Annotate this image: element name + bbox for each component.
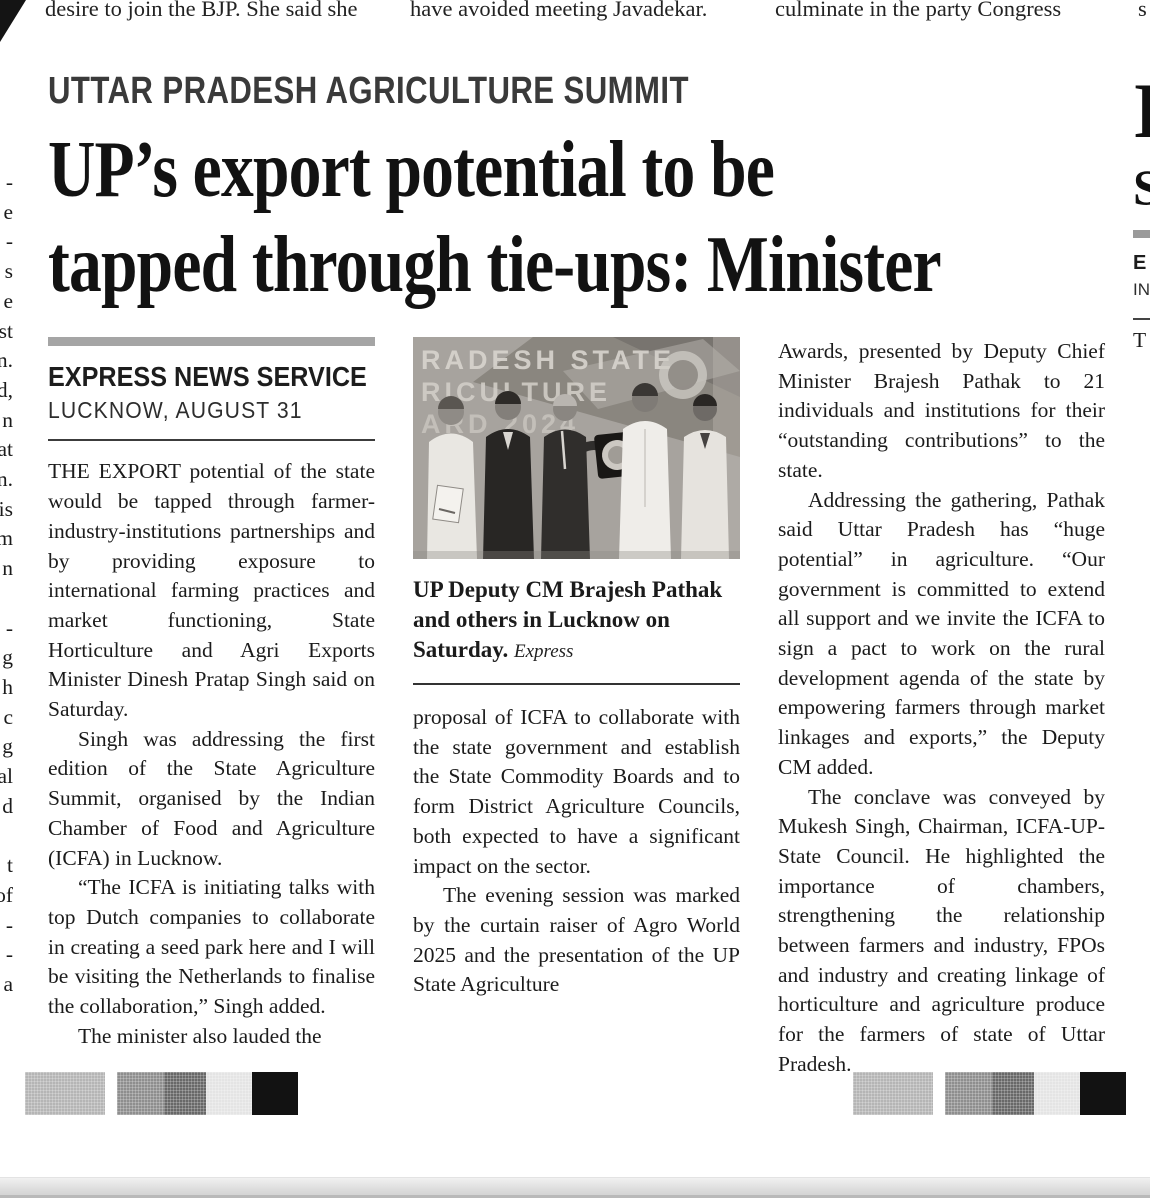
calibration-patch xyxy=(25,1072,105,1115)
adjacent-byline-bar xyxy=(1133,230,1150,238)
article-photo: RADESH STATE RICULTURE ARD 2024 xyxy=(413,337,740,559)
byline-rule xyxy=(48,439,375,442)
backdrop-logo-inner xyxy=(668,360,698,390)
body-paragraph: The minister also lauded the xyxy=(78,1023,322,1048)
body-paragraph: The evening session was marked by the cu… xyxy=(413,883,740,997)
left-edge-fragments: - e - s e st n. d, n at n. is m n - g h … xyxy=(0,170,13,996)
person-silhouette xyxy=(483,391,534,559)
calibration-patch xyxy=(945,1072,992,1115)
calibration-patch xyxy=(252,1072,298,1115)
body-paragraph: Addressing the gathering, Pathak said Ut… xyxy=(778,487,1105,779)
kicker: UTTAR PRADESH AGRICULTURE SUMMIT xyxy=(48,70,689,112)
person-silhouette xyxy=(681,394,729,559)
left-edge-clipped-column: - e - s e st n. d, n at n. is m n - g h … xyxy=(0,168,13,1078)
calibration-patch xyxy=(1034,1072,1080,1115)
column-2: RADESH STATE RICULTURE ARD 2024 xyxy=(413,337,740,1080)
top-strip-fragment: desire to join the BJP. She said she xyxy=(45,0,358,21)
person-silhouette xyxy=(427,396,477,559)
backdrop-banner-text: RADESH STATE xyxy=(421,345,675,375)
byline-bar xyxy=(48,337,375,346)
headline-line: tapped through tie-ups: Minister xyxy=(48,221,942,309)
page-bottom-edge xyxy=(0,1177,1150,1198)
page-bottom-edge-line xyxy=(0,1195,1150,1198)
calibration-patch xyxy=(992,1072,1034,1115)
caption-rule xyxy=(413,683,740,685)
byline: EXPRESS NEWS SERVICE xyxy=(48,361,367,392)
body-paragraph: THE EXPORT potential of the state would … xyxy=(48,459,375,722)
article: UTTAR PRADESH AGRICULTURE SUMMIT UP’s ex… xyxy=(48,70,1105,1080)
top-strip-fragment: have avoided meeting Javadekar. xyxy=(410,0,708,21)
headline-line: UP’s export potential to be xyxy=(48,126,775,214)
body-paragraph: Singh was addressing the first edition o… xyxy=(48,726,375,870)
calibration-strip xyxy=(25,1072,298,1115)
person-silhouette xyxy=(619,383,671,559)
body-paragraph: “The ICFA is initiating talks with top D… xyxy=(48,875,375,1019)
scan-corner-mark xyxy=(0,0,26,42)
top-strip-fragment: culminate in the party Congress xyxy=(775,0,1062,21)
right-edge-clipped-column: I S E IN T s L C ta p H c v m c C T s v … xyxy=(1133,0,1150,1198)
calibration-patch xyxy=(117,1072,164,1115)
body-paragraph: Awards, presented by Deputy Chief Minist… xyxy=(778,339,1105,482)
body-paragraph: The conclave was conveyed by Mukesh Sing… xyxy=(778,784,1105,1076)
adjacent-dateline-fragment: IN xyxy=(1133,280,1150,299)
photo-floor-shade xyxy=(413,551,740,559)
column-3: Awards, presented by Deputy Chief Minist… xyxy=(778,337,1105,1080)
adjacent-byline-fragment: E xyxy=(1133,252,1147,274)
calibration-patch xyxy=(1080,1072,1126,1115)
dateline: LUCKNOW, AUGUST 31 xyxy=(48,396,303,423)
calibration-strip xyxy=(853,1072,1126,1115)
column-1: EXPRESS NEWS SERVICE LUCKNOW, AUGUST 31 … xyxy=(48,337,375,1080)
headline: UP’s export potential to be tapped throu… xyxy=(48,123,1105,313)
adjacent-byline-rule xyxy=(1133,318,1150,320)
adjacent-headline-fragment: I xyxy=(1133,67,1150,154)
photo-credit: Express xyxy=(513,641,574,662)
calibration-patch xyxy=(164,1072,206,1115)
calibration-patch xyxy=(853,1072,933,1115)
top-strip-fragment: s xyxy=(1138,0,1147,21)
photo-caption-text: UP Deputy CM Brajesh Pathak and others i… xyxy=(413,577,723,662)
body-paragraph: proposal of ICFA to collaborate with the… xyxy=(413,705,740,878)
adjacent-subhead-fragment: S xyxy=(1133,159,1150,215)
adjacent-body-fragments: T s L C ta p H c v m c C T s v n H e tl … xyxy=(1133,328,1150,352)
calibration-patch xyxy=(206,1072,252,1115)
photo-caption: UP Deputy CM Brajesh Pathak and others i… xyxy=(413,575,740,667)
article-columns: EXPRESS NEWS SERVICE LUCKNOW, AUGUST 31 … xyxy=(48,337,1105,1080)
